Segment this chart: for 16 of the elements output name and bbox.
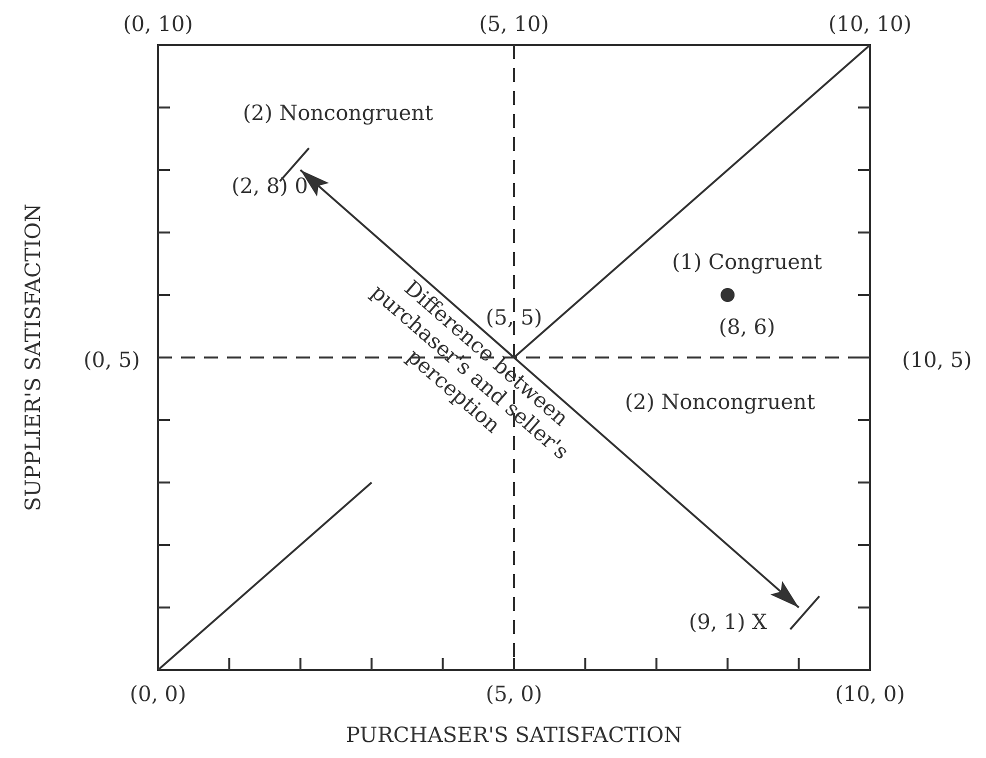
annotation: (1) Congruent bbox=[672, 250, 823, 274]
text: (10, 10) bbox=[828, 12, 912, 36]
annotation: (2, 8) 0 bbox=[232, 174, 308, 198]
annotation: (8, 6) bbox=[718, 315, 776, 339]
x-tick-label: (0, 0) bbox=[130, 682, 186, 706]
annotation: (9, 1) X bbox=[688, 610, 768, 634]
text: (10, 5) bbox=[902, 348, 972, 372]
annotation: (2) Noncongruent bbox=[242, 101, 434, 125]
y-axis-title: SUPPLIER'S SATISFACTION bbox=[21, 204, 45, 512]
x-tick-label: (10, 0) bbox=[835, 682, 905, 706]
annotation: (2) Noncongruent bbox=[624, 390, 816, 414]
text: (5, 10) bbox=[479, 12, 549, 36]
text: (0, 5) bbox=[84, 348, 140, 372]
x-axis-title: PURCHASER'S SATISFACTION bbox=[346, 723, 682, 747]
text: (0, 10) bbox=[123, 12, 193, 36]
x-tick-label: (5, 0) bbox=[486, 682, 542, 706]
